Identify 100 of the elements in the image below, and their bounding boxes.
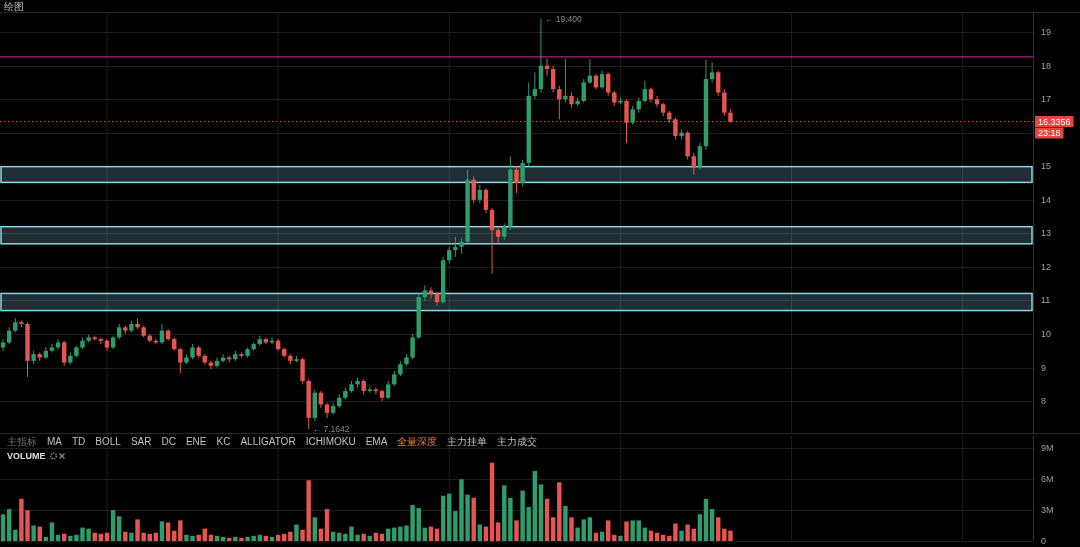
candlestick [630, 105, 635, 125]
bar [514, 520, 519, 541]
bar [709, 509, 715, 541]
bar [233, 536, 238, 541]
ref-line-label: 16.3356 [1038, 116, 1071, 127]
candlestick [557, 85, 562, 120]
y-tick-label: 6M [1041, 474, 1054, 485]
annotation: BOLL [95, 436, 122, 447]
candlestick [385, 380, 391, 400]
candlestick [685, 130, 690, 161]
candlestick [605, 71, 611, 97]
y-tick-label: 3M [1041, 505, 1054, 516]
bar [361, 533, 366, 541]
bar [6, 509, 12, 541]
bar [550, 517, 556, 541]
y-tick-label: 14 [1041, 194, 1052, 205]
candlestick [697, 142, 703, 171]
candlestick [489, 207, 495, 275]
candlestick [453, 236, 458, 258]
y-tick-label: 10 [1041, 329, 1052, 340]
text: 绘图 [4, 0, 24, 12]
candlestick [0, 338, 6, 352]
candlestick [373, 387, 379, 395]
bar [294, 524, 299, 541]
annotation: TD [72, 436, 86, 447]
y-tick-label: 8 [1041, 396, 1047, 407]
candlestick [532, 71, 538, 100]
bar [447, 493, 452, 541]
bar [416, 508, 421, 541]
bar [165, 522, 171, 541]
bar [178, 520, 183, 541]
annotation: 主力挂单 [447, 436, 488, 447]
annotation: ALLIGATOR [240, 436, 296, 447]
bar [679, 530, 684, 541]
bar [563, 506, 568, 541]
text: VOLUME [7, 451, 46, 461]
candlestick [514, 165, 519, 194]
candlestick [642, 80, 648, 104]
candlestick [214, 357, 220, 369]
y-tick-label: 18 [1041, 60, 1052, 71]
bar [471, 497, 476, 541]
candlestick [563, 58, 568, 104]
bar [239, 537, 244, 541]
annotation: ICHIMOKU [305, 436, 356, 447]
bar [544, 498, 550, 541]
bar [630, 520, 635, 541]
y-tick-label: 11 [1041, 295, 1051, 306]
bar [526, 507, 531, 541]
bar [618, 535, 623, 541]
annotation: 主力成交 [497, 436, 538, 447]
candlestick [61, 340, 67, 367]
candlestick [673, 117, 678, 140]
bar [685, 524, 690, 541]
bar [636, 520, 641, 541]
bar [575, 527, 580, 541]
bar [605, 520, 611, 541]
annotation: MA [47, 436, 63, 447]
annotation: ← 7.1642 [312, 424, 350, 435]
bar [312, 517, 317, 541]
bar [0, 514, 6, 541]
y-tick-label: 9 [1041, 362, 1047, 373]
candlestick [624, 98, 629, 144]
bar [502, 485, 507, 541]
annotation: EMA [365, 436, 388, 447]
y-tick-label: 19 [1041, 27, 1052, 38]
candlestick [178, 346, 183, 374]
bar [196, 534, 201, 541]
bar [557, 482, 562, 541]
candlestick [654, 95, 660, 109]
bar [508, 497, 513, 541]
candlestick [716, 70, 721, 97]
bar [587, 517, 593, 541]
bar [716, 517, 721, 541]
bar [31, 525, 36, 541]
annotation: KC [216, 436, 231, 447]
candlestick [98, 336, 104, 345]
candlestick [709, 61, 715, 83]
text: 23:18 [1038, 128, 1061, 139]
bar [288, 531, 293, 541]
bar [116, 516, 122, 541]
bar [489, 462, 495, 541]
bar [697, 514, 703, 541]
bar [440, 495, 446, 541]
candlestick [471, 175, 476, 204]
candlestick [428, 286, 434, 300]
bar [110, 510, 116, 541]
y-tick-label: 17 [1041, 94, 1052, 105]
candlestick [410, 333, 415, 360]
candlestick [581, 78, 586, 104]
candlestick [722, 88, 727, 117]
bar [538, 484, 544, 541]
y-tick-label: 0 [1041, 536, 1047, 546]
annotation: 全量深度 [397, 436, 438, 447]
bar [624, 521, 629, 541]
candlestick [477, 184, 483, 204]
y-tick-label: 12 [1041, 261, 1052, 272]
candlestick [483, 187, 489, 214]
candlestick [49, 343, 55, 353]
bar [520, 490, 525, 541]
bar [49, 522, 55, 541]
